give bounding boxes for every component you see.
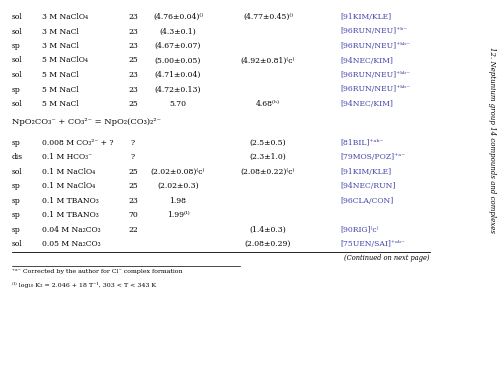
Text: sol: sol (12, 28, 23, 36)
Text: sp: sp (12, 86, 21, 94)
Text: 3 M NaCl: 3 M NaCl (42, 28, 79, 36)
Text: 25: 25 (128, 56, 138, 64)
Text: dis: dis (12, 153, 23, 161)
Text: sp: sp (12, 211, 21, 219)
Text: (4.72±0.13): (4.72±0.13) (155, 86, 201, 94)
Text: [81BIL]⁺ᵃᵇ⁻: [81BIL]⁺ᵃᵇ⁻ (340, 139, 384, 147)
Text: [94NEC/RUN]: [94NEC/RUN] (340, 182, 396, 190)
Text: [94NEC/KIM]: [94NEC/KIM] (340, 56, 393, 64)
Text: (4.71±0.04): (4.71±0.04) (155, 71, 201, 79)
Text: (2.08±0.22)⁽ᴄ⁾: (2.08±0.22)⁽ᴄ⁾ (241, 168, 295, 176)
Text: (2.08±0.29): (2.08±0.29) (245, 240, 291, 248)
Text: 22: 22 (128, 226, 138, 234)
Text: 23: 23 (128, 71, 138, 79)
Text: 0.1 M TBANO₃: 0.1 M TBANO₃ (42, 211, 99, 219)
Text: [96RUN/NEU]⁺ᵏᵇ⁻: [96RUN/NEU]⁺ᵏᵇ⁻ (340, 71, 410, 79)
Text: NpO₂CO₃⁻ + CO₃²⁻ = NpO₂(CO₃)₂²⁻: NpO₂CO₃⁻ + CO₃²⁻ = NpO₂(CO₃)₂²⁻ (12, 119, 161, 127)
Text: [96RUN/NEU]⁺ᵇ⁻: [96RUN/NEU]⁺ᵇ⁻ (340, 28, 407, 36)
Text: (1.4±0.3): (1.4±0.3) (250, 226, 286, 234)
Text: sol: sol (12, 100, 23, 108)
Text: [96RUN/NEU]⁺ᵏᵇ⁻: [96RUN/NEU]⁺ᵏᵇ⁻ (340, 42, 410, 50)
Text: 0.1 M NaClO₄: 0.1 M NaClO₄ (42, 168, 95, 176)
Text: 5 M NaCl: 5 M NaCl (42, 100, 79, 108)
Text: 3 M NaCl: 3 M NaCl (42, 42, 79, 50)
Text: 1.98: 1.98 (170, 197, 186, 205)
Text: 5.70: 5.70 (170, 100, 186, 108)
Text: sol: sol (12, 168, 23, 176)
Text: [91KIM/KLE]: [91KIM/KLE] (340, 168, 391, 176)
Text: 5 M NaCl: 5 M NaCl (42, 71, 79, 79)
Text: 4.68⁽ʰ⁾: 4.68⁽ʰ⁾ (256, 100, 280, 108)
Text: (4.67±0.07): (4.67±0.07) (155, 42, 201, 50)
Text: ⁺ᵃ⁻ Corrected by the author for Cl⁻ complex formation: ⁺ᵃ⁻ Corrected by the author for Cl⁻ comp… (12, 269, 182, 274)
Text: (2.02±0.3): (2.02±0.3) (157, 182, 199, 190)
Text: (5.00±0.05): (5.00±0.05) (155, 56, 201, 64)
Text: 5 M NaCl: 5 M NaCl (42, 86, 79, 94)
Text: 0.008 M CO₃²⁻ + ?: 0.008 M CO₃²⁻ + ? (42, 139, 114, 147)
Text: 23: 23 (128, 197, 138, 205)
Text: (2.3±1.0): (2.3±1.0) (250, 153, 286, 161)
Text: ?: ? (131, 153, 135, 161)
Text: [79MOS/POZ]⁺ᵃ⁻: [79MOS/POZ]⁺ᵃ⁻ (340, 153, 405, 161)
Text: 12. Neptunium group 14 compounds and complexes: 12. Neptunium group 14 compounds and com… (488, 47, 496, 233)
Text: [96CLA/CON]: [96CLA/CON] (340, 197, 393, 205)
Text: (4.77±0.45)⁽⁾: (4.77±0.45)⁽⁾ (243, 13, 293, 21)
Text: 70: 70 (128, 211, 138, 219)
Text: 3 M NaClO₄: 3 M NaClO₄ (42, 13, 88, 21)
Text: [91KIM/KLE]: [91KIM/KLE] (340, 13, 391, 21)
Text: 0.05 M Na₂CO₃: 0.05 M Na₂CO₃ (42, 240, 100, 248)
Text: [75UEN/SAI]⁺ᵃᵇ⁻: [75UEN/SAI]⁺ᵃᵇ⁻ (340, 240, 405, 248)
Text: 5 M NaClO₄: 5 M NaClO₄ (42, 56, 88, 64)
Text: ?: ? (131, 139, 135, 147)
Text: [96RUN/NEU]⁺ᵏᵇ⁻: [96RUN/NEU]⁺ᵏᵇ⁻ (340, 86, 410, 94)
Text: 25: 25 (128, 168, 138, 176)
Text: 23: 23 (128, 13, 138, 21)
Text: sp: sp (12, 42, 21, 50)
Text: sp: sp (12, 197, 21, 205)
Text: 23: 23 (128, 86, 138, 94)
Text: ⁽ˡ⁾ log₁₀ K₂ = 2.046 + 18 T⁻¹, 303 < T < 343 K: ⁽ˡ⁾ log₁₀ K₂ = 2.046 + 18 T⁻¹, 303 < T <… (12, 282, 156, 288)
Text: sp: sp (12, 139, 21, 147)
Text: sp: sp (12, 226, 21, 234)
Text: 23: 23 (128, 28, 138, 36)
Text: (4.76±0.04)⁽⁾: (4.76±0.04)⁽⁾ (153, 13, 203, 21)
Text: 25: 25 (128, 182, 138, 190)
Text: (2.5±0.5): (2.5±0.5) (250, 139, 286, 147)
Text: 0.1 M HCO₃⁻: 0.1 M HCO₃⁻ (42, 153, 92, 161)
Text: 0.1 M NaClO₄: 0.1 M NaClO₄ (42, 182, 95, 190)
Text: 1.99⁽ˡ⁾: 1.99⁽ˡ⁾ (166, 211, 190, 219)
Text: 0.04 M Na₂CO₃: 0.04 M Na₂CO₃ (42, 226, 100, 234)
Text: (4.3±0.1): (4.3±0.1) (160, 28, 196, 36)
Text: sol: sol (12, 56, 23, 64)
Text: (2.02±0.08)⁽ᴄ⁾: (2.02±0.08)⁽ᴄ⁾ (151, 168, 205, 176)
Text: (4.92±0.81)⁽ᴄ⁾: (4.92±0.81)⁽ᴄ⁾ (241, 56, 295, 64)
Text: sp: sp (12, 182, 21, 190)
Text: 25: 25 (128, 100, 138, 108)
Text: 23: 23 (128, 42, 138, 50)
Text: [90RIG]⁽ᴄ⁾: [90RIG]⁽ᴄ⁾ (340, 226, 378, 234)
Text: sol: sol (12, 240, 23, 248)
Text: (Continued on next page): (Continued on next page) (344, 254, 430, 262)
Text: sol: sol (12, 71, 23, 79)
Text: [94NEC/KIM]: [94NEC/KIM] (340, 100, 393, 108)
Text: 0.1 M TBANO₃: 0.1 M TBANO₃ (42, 197, 99, 205)
Text: sol: sol (12, 13, 23, 21)
